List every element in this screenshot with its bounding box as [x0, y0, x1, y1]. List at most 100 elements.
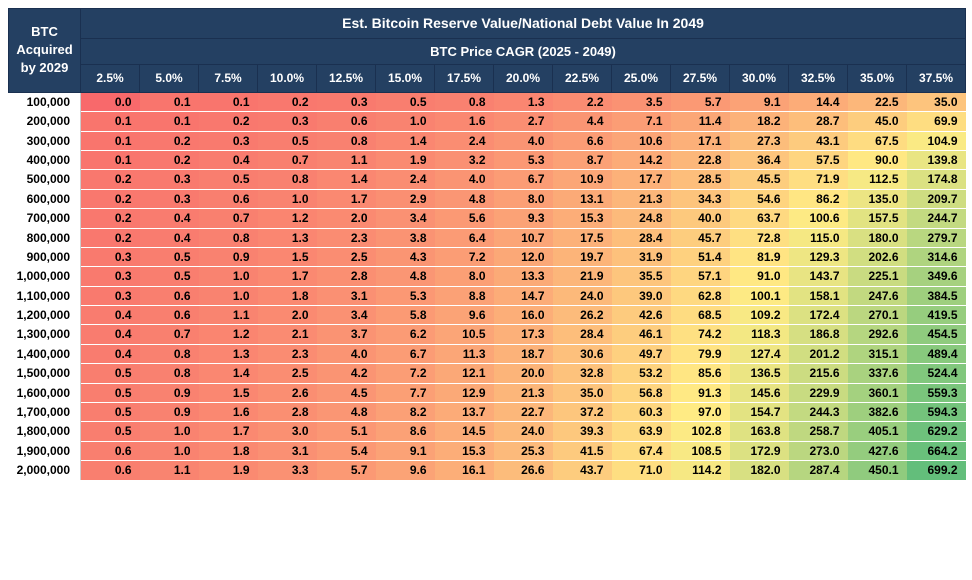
heatmap-cell: 67.5 [848, 131, 907, 150]
heatmap-cell: 17.5 [553, 228, 612, 247]
heatmap-cell: 258.7 [789, 422, 848, 441]
heatmap-table: BTC Acquired by 2029 Est. Bitcoin Reserv… [8, 8, 966, 480]
heatmap-cell: 180.0 [848, 228, 907, 247]
heatmap-cell: 158.1 [789, 286, 848, 305]
heatmap-cell: 37.2 [553, 403, 612, 422]
heatmap-cell: 6.4 [435, 228, 494, 247]
heatmap-cell: 3.7 [317, 325, 376, 344]
heatmap-cell: 405.1 [848, 422, 907, 441]
heatmap-cell: 21.9 [553, 267, 612, 286]
heatmap-cell: 136.5 [730, 364, 789, 383]
heatmap-cell: 2.2 [553, 92, 612, 111]
heatmap-cell: 2.5 [317, 247, 376, 266]
heatmap-cell: 43.1 [789, 131, 848, 150]
heatmap-cell: 629.2 [907, 422, 966, 441]
heatmap-cell: 0.1 [81, 150, 140, 169]
column-header: 22.5% [553, 65, 612, 92]
heatmap-cell: 91.3 [671, 383, 730, 402]
heatmap-cell: 71.0 [612, 461, 671, 480]
heatmap-cell: 0.2 [199, 112, 258, 131]
table-row: 1,000,0000.30.51.01.72.84.88.013.321.935… [9, 267, 966, 286]
heatmap-cell: 3.4 [317, 306, 376, 325]
heatmap-cell: 7.2 [435, 247, 494, 266]
table-row: 700,0000.20.40.71.22.03.45.69.315.324.84… [9, 209, 966, 228]
heatmap-cell: 28.5 [671, 170, 730, 189]
heatmap-cell: 0.1 [81, 131, 140, 150]
heatmap-cell: 68.5 [671, 306, 730, 325]
heatmap-cell: 28.7 [789, 112, 848, 131]
heatmap-cell: 0.2 [81, 189, 140, 208]
heatmap-cell: 4.5 [317, 383, 376, 402]
heatmap-cell: 27.3 [730, 131, 789, 150]
heatmap-cell: 8.8 [435, 286, 494, 305]
heatmap-cell: 24.8 [612, 209, 671, 228]
heatmap-cell: 5.7 [671, 92, 730, 111]
heatmap-cell: 279.7 [907, 228, 966, 247]
heatmap-cell: 4.8 [376, 267, 435, 286]
row-label: 1,400,000 [9, 344, 81, 363]
heatmap-cell: 1.0 [199, 267, 258, 286]
table-row: 1,800,0000.51.01.73.05.18.614.524.039.36… [9, 422, 966, 441]
heatmap-cell: 1.4 [376, 131, 435, 150]
heatmap-cell: 100.1 [730, 286, 789, 305]
row-label: 1,000,000 [9, 267, 81, 286]
heatmap-cell: 4.0 [494, 131, 553, 150]
table-row: 1,700,0000.50.91.62.84.88.213.722.737.26… [9, 403, 966, 422]
heatmap-cell: 225.1 [848, 267, 907, 286]
column-header: 5.0% [140, 65, 199, 92]
row-label: 1,500,000 [9, 364, 81, 383]
heatmap-cell: 9.6 [435, 306, 494, 325]
heatmap-cell: 1.0 [376, 112, 435, 131]
heatmap-cell: 0.4 [81, 344, 140, 363]
heatmap-cell: 0.5 [81, 422, 140, 441]
heatmap-cell: 360.1 [848, 383, 907, 402]
heatmap-cell: 244.3 [789, 403, 848, 422]
heatmap-cell: 13.1 [553, 189, 612, 208]
heatmap-cell: 9.1 [376, 441, 435, 460]
heatmap-cell: 1.3 [199, 344, 258, 363]
table-sub-title: BTC Price CAGR (2025 - 2049) [81, 38, 966, 65]
row-label: 1,700,000 [9, 403, 81, 422]
heatmap-cell: 145.6 [730, 383, 789, 402]
heatmap-cell: 39.0 [612, 286, 671, 305]
heatmap-cell: 0.3 [81, 247, 140, 266]
table-row: 500,0000.20.30.50.81.42.44.06.710.917.72… [9, 170, 966, 189]
column-header: 37.5% [907, 65, 966, 92]
heatmap-cell: 0.5 [140, 247, 199, 266]
heatmap-cell: 215.6 [789, 364, 848, 383]
heatmap-cell: 0.7 [199, 209, 258, 228]
table-row: 100,0000.00.10.10.20.30.50.81.32.23.55.7… [9, 92, 966, 111]
heatmap-cell: 0.3 [81, 286, 140, 305]
heatmap-cell: 30.6 [553, 344, 612, 363]
heatmap-cell: 1.8 [258, 286, 317, 305]
heatmap-cell: 489.4 [907, 344, 966, 363]
heatmap-cell: 186.8 [789, 325, 848, 344]
heatmap-cell: 28.4 [612, 228, 671, 247]
row-label: 100,000 [9, 92, 81, 111]
heatmap-cell: 5.1 [317, 422, 376, 441]
heatmap-cell: 53.2 [612, 364, 671, 383]
heatmap-cell: 699.2 [907, 461, 966, 480]
heatmap-cell: 1.1 [199, 306, 258, 325]
heatmap-cell: 7.2 [376, 364, 435, 383]
heatmap-cell: 24.0 [494, 422, 553, 441]
heatmap-cell: 0.1 [199, 92, 258, 111]
heatmap-cell: 5.4 [317, 441, 376, 460]
heatmap-cell: 2.4 [435, 131, 494, 150]
heatmap-cell: 26.2 [553, 306, 612, 325]
heatmap-cell: 6.7 [376, 344, 435, 363]
heatmap-cell: 1.1 [317, 150, 376, 169]
heatmap-cell: 0.8 [140, 344, 199, 363]
heatmap-cell: 0.8 [317, 131, 376, 150]
heatmap-cell: 1.0 [140, 422, 199, 441]
heatmap-cell: 5.6 [435, 209, 494, 228]
heatmap-cell: 1.9 [376, 150, 435, 169]
heatmap-cell: 0.3 [140, 189, 199, 208]
heatmap-cell: 127.4 [730, 344, 789, 363]
heatmap-cell: 0.2 [81, 228, 140, 247]
heatmap-cell: 46.1 [612, 325, 671, 344]
heatmap-cell: 201.2 [789, 344, 848, 363]
heatmap-cell: 292.6 [848, 325, 907, 344]
column-header: 20.0% [494, 65, 553, 92]
row-label: 700,000 [9, 209, 81, 228]
